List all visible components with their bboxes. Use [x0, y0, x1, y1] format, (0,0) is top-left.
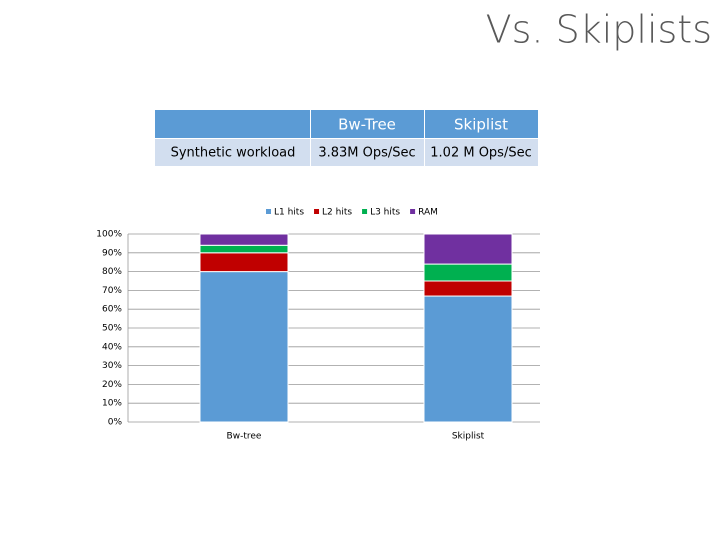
bar-segment	[199, 252, 289, 273]
y-tick-label: 60%	[102, 305, 122, 315]
legend-swatch	[410, 209, 416, 214]
bar-segment	[423, 263, 513, 282]
legend-label: L2 hits	[322, 208, 352, 218]
y-tick-label: 40%	[102, 342, 122, 352]
y-tick-label: 0%	[108, 418, 123, 428]
table-cell-text: 1.02 M Ops/Sec	[430, 146, 531, 161]
x-tick-label: Skiplist	[452, 432, 485, 442]
y-tick-label: 100%	[96, 230, 122, 240]
bar-segment	[423, 295, 513, 423]
table-cell-text: 3.83M Ops/Sec	[318, 146, 415, 161]
legend-label: L1 hits	[274, 208, 304, 218]
legend-swatch	[314, 209, 320, 214]
y-tick-label: 80%	[102, 267, 122, 277]
bar-segment	[423, 280, 513, 297]
table-header-cell	[311, 110, 424, 138]
legend-swatch	[266, 209, 271, 214]
table-cell-text: Synthetic workload	[171, 146, 296, 161]
table-cell	[311, 139, 424, 166]
slide-title: Vs. Skiplists	[486, 8, 712, 52]
legend-label: L3 hits	[370, 208, 400, 218]
legend-label: RAM	[418, 208, 438, 218]
table-cell	[155, 139, 310, 166]
legend-swatch	[362, 209, 368, 214]
y-tick-label: 50%	[102, 324, 122, 334]
y-tick-label: 20%	[102, 380, 122, 390]
y-tick-label: 90%	[102, 248, 122, 258]
y-tick-label: 70%	[102, 286, 122, 296]
table-header: Skiplist	[454, 116, 508, 134]
table-header: Bw-Tree	[338, 116, 396, 134]
bar-segment	[423, 233, 513, 265]
table-header-cell	[425, 110, 538, 138]
y-tick-label: 30%	[102, 361, 122, 371]
bar-segment	[199, 271, 289, 423]
table-cell	[425, 139, 538, 166]
table-header-cell	[155, 110, 310, 138]
y-tick-label: 10%	[102, 399, 122, 409]
bar-segment	[199, 244, 289, 254]
x-tick-label: Bw-tree	[227, 432, 262, 442]
bar-segment	[199, 233, 289, 246]
